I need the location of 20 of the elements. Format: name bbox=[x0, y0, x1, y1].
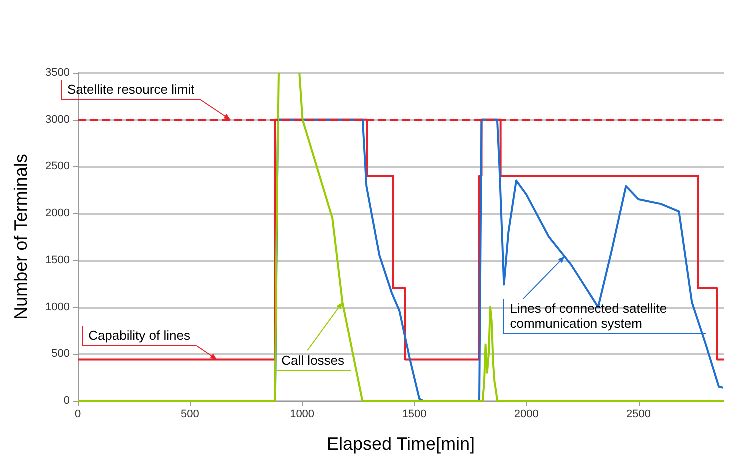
annotation: Call losses bbox=[274, 350, 351, 371]
x-tick-label: 0 bbox=[74, 408, 82, 420]
y-tick-label: 3000 bbox=[46, 114, 70, 126]
y-tick-label: 3500 bbox=[46, 67, 70, 79]
x-axis-title: Elapsed Time[min] bbox=[326, 434, 476, 454]
annotation: Lines of connected satellite communication system bbox=[503, 299, 706, 334]
y-tick-label: 500 bbox=[52, 348, 70, 360]
y-tick-label: 2500 bbox=[46, 160, 70, 173]
x-tick-label: 2500 bbox=[626, 408, 652, 420]
y-tick-label: 0 bbox=[64, 395, 70, 407]
annotation: Satellite resource limit bbox=[60, 80, 201, 100]
y-tick-label: 2000 bbox=[46, 208, 70, 220]
x-tick-label: 1500 bbox=[402, 408, 427, 420]
y-axis-title: Number of Terminals bbox=[11, 154, 31, 320]
y-tick-label: 1500 bbox=[46, 254, 70, 266]
annotation: Capability of lines bbox=[82, 326, 196, 346]
x-tick-label: 2000 bbox=[514, 408, 539, 420]
x-tick-label: 500 bbox=[180, 408, 200, 420]
x-tick-label: 1000 bbox=[290, 408, 315, 420]
y-tick-label: 1000 bbox=[46, 301, 70, 314]
